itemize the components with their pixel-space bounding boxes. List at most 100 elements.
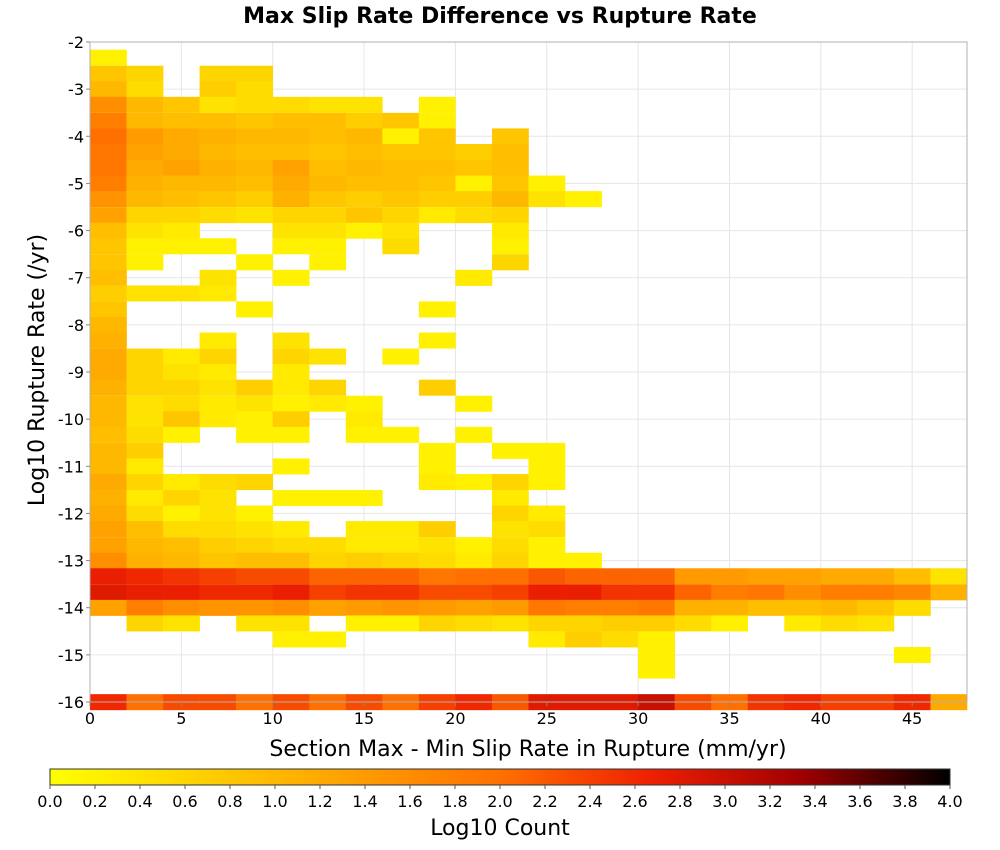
heatmap-cell (90, 175, 127, 192)
heatmap-cell (126, 411, 164, 428)
heatmap-cell (163, 238, 200, 255)
heatmap-cell (199, 505, 237, 522)
colorbar-tick-label: 1.8 (442, 792, 467, 811)
heatmap-cell (418, 191, 456, 208)
heatmap-cell (491, 222, 529, 239)
heatmap-cell (382, 222, 420, 239)
heatmap-cell (199, 238, 237, 255)
heatmap-cell (309, 238, 347, 255)
heatmap-cell (126, 379, 164, 396)
heatmap-cell (236, 254, 274, 271)
colorbar-tick-label: 0.8 (217, 792, 242, 811)
heatmap-cell (199, 348, 237, 365)
heatmap-cell (455, 568, 493, 585)
heatmap-cell (418, 584, 456, 601)
heatmap-cell (455, 207, 493, 224)
heatmap-cell (126, 615, 164, 632)
heatmap-cell (565, 615, 602, 632)
heatmap-cell (418, 521, 456, 538)
heatmap-cell (418, 599, 456, 616)
heatmap-cell (601, 568, 639, 585)
heatmap-cell (272, 364, 310, 381)
heatmap-cell (638, 584, 675, 601)
heatmap-cell (345, 143, 383, 160)
heatmap-cell (309, 112, 347, 129)
heatmap-cell (199, 285, 237, 302)
y-tick-label: -16 (58, 693, 84, 712)
colorbar-ticks: 0.0 0.2 0.4 0.6 0.8 1.0 1.2 1.4 1.6 1.8 2.0 2.2 2.4 2… (37, 785, 963, 811)
heatmap-cell (126, 584, 164, 601)
heatmap-cell (309, 160, 347, 177)
heatmap-cell (163, 143, 200, 160)
heatmap-cell (272, 112, 310, 129)
heatmap-cell (272, 348, 310, 365)
heatmap-cell (272, 599, 310, 616)
heatmap-cell (345, 411, 383, 428)
heatmap-cell (163, 552, 200, 569)
heatmap-cell (90, 490, 127, 507)
heatmap-cell (491, 473, 529, 490)
heatmap-cell (90, 505, 127, 522)
heatmap-cell (382, 615, 420, 632)
heatmap-cell (418, 332, 456, 349)
heatmap-cell (491, 490, 529, 507)
heatmap-cell (345, 175, 383, 192)
x-tick-label: 30 (628, 709, 648, 728)
heatmap-cell (272, 458, 310, 475)
heatmap-cell (163, 537, 200, 554)
heatmap-cell (126, 143, 164, 160)
heatmap-cell (163, 364, 200, 381)
heatmap-cell (236, 411, 274, 428)
heatmap-cell (345, 191, 383, 208)
heatmap-cell (528, 521, 566, 538)
heatmap-cells (90, 49, 968, 711)
heatmap-cell (272, 96, 310, 113)
heatmap-cell (345, 599, 383, 616)
y-axis-ticks: -2 -3 -4 -5 -6 -7 -8 -9 -10 -11 -12 -13 -14 -15 -16 (58, 33, 90, 712)
heatmap-cell (272, 426, 310, 443)
heatmap-cell (528, 584, 566, 601)
heatmap-cell (528, 552, 566, 569)
heatmap-cell (455, 160, 493, 177)
x-tick-label: 25 (537, 709, 557, 728)
x-tick-label: 10 (263, 709, 283, 728)
heatmap-cell (930, 584, 968, 601)
heatmap-cell (309, 96, 347, 113)
colorbar-tick-label: 0.4 (127, 792, 152, 811)
colorbar-tick-label: 3.6 (847, 792, 872, 811)
heatmap-cell (491, 552, 529, 569)
heatmap-cell (382, 348, 420, 365)
heatmap-cell (382, 521, 420, 538)
heatmap-cell (345, 128, 383, 145)
heatmap-cell (126, 160, 164, 177)
heatmap-cell (491, 599, 529, 616)
heatmap-cell (345, 160, 383, 177)
heatmap-cell (236, 568, 274, 585)
heatmap-cell (163, 490, 200, 507)
heatmap-cell (309, 584, 347, 601)
heatmap-cell (491, 160, 529, 177)
heatmap-cell (711, 599, 749, 616)
heatmap-cell (491, 143, 529, 160)
y-tick-label: -6 (68, 222, 84, 241)
heatmap-cell (491, 254, 529, 271)
heatmap-cell (418, 615, 456, 632)
heatmap-cell (272, 238, 310, 255)
heatmap-cell (565, 631, 602, 648)
heatmap-cell (199, 128, 237, 145)
heatmap-cell (163, 473, 200, 490)
heatmap-cell (491, 207, 529, 224)
colorbar-tick-label: 1.0 (262, 792, 287, 811)
heatmap-cell (126, 128, 164, 145)
heatmap-cell (418, 568, 456, 585)
colorbar-tick-label: 2.0 (487, 792, 512, 811)
y-tick-label: -3 (68, 80, 84, 99)
heatmap-cell (382, 584, 420, 601)
x-tick-label: 20 (445, 709, 465, 728)
heatmap-cell (382, 191, 420, 208)
heatmap-cell (382, 143, 420, 160)
heatmap-cell (199, 411, 237, 428)
heatmap-cell (309, 254, 347, 271)
heatmap-cell (528, 615, 566, 632)
heatmap-cell (309, 599, 347, 616)
